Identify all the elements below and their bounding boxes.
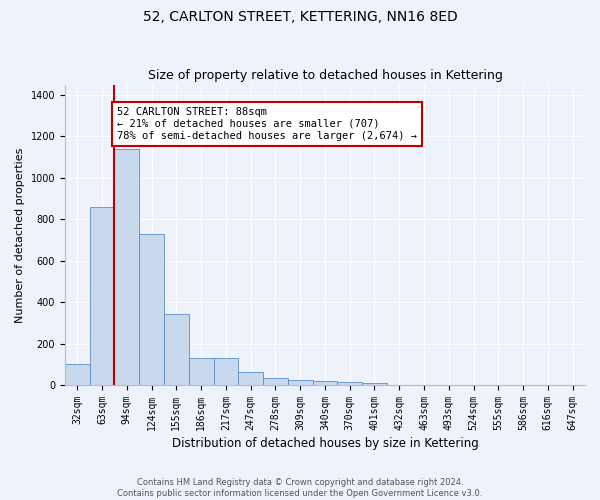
Bar	[164, 314, 189, 385]
Bar	[288, 380, 313, 385]
Bar	[65, 364, 89, 385]
Bar	[189, 358, 214, 385]
Text: 52, CARLTON STREET, KETTERING, NN16 8ED: 52, CARLTON STREET, KETTERING, NN16 8ED	[143, 10, 457, 24]
Bar	[263, 378, 288, 385]
Bar	[238, 372, 263, 385]
X-axis label: Distribution of detached houses by size in Kettering: Distribution of detached houses by size …	[172, 437, 478, 450]
Bar	[89, 207, 115, 385]
Bar	[362, 382, 387, 385]
Bar	[139, 234, 164, 385]
Title: Size of property relative to detached houses in Kettering: Size of property relative to detached ho…	[148, 69, 502, 82]
Bar	[313, 382, 337, 385]
Text: Contains HM Land Registry data © Crown copyright and database right 2024.
Contai: Contains HM Land Registry data © Crown c…	[118, 478, 482, 498]
Text: 52 CARLTON STREET: 88sqm
← 21% of detached houses are smaller (707)
78% of semi-: 52 CARLTON STREET: 88sqm ← 21% of detach…	[117, 108, 417, 140]
Y-axis label: Number of detached properties: Number of detached properties	[15, 147, 25, 322]
Bar	[337, 382, 362, 385]
Bar	[115, 149, 139, 385]
Bar	[214, 358, 238, 385]
